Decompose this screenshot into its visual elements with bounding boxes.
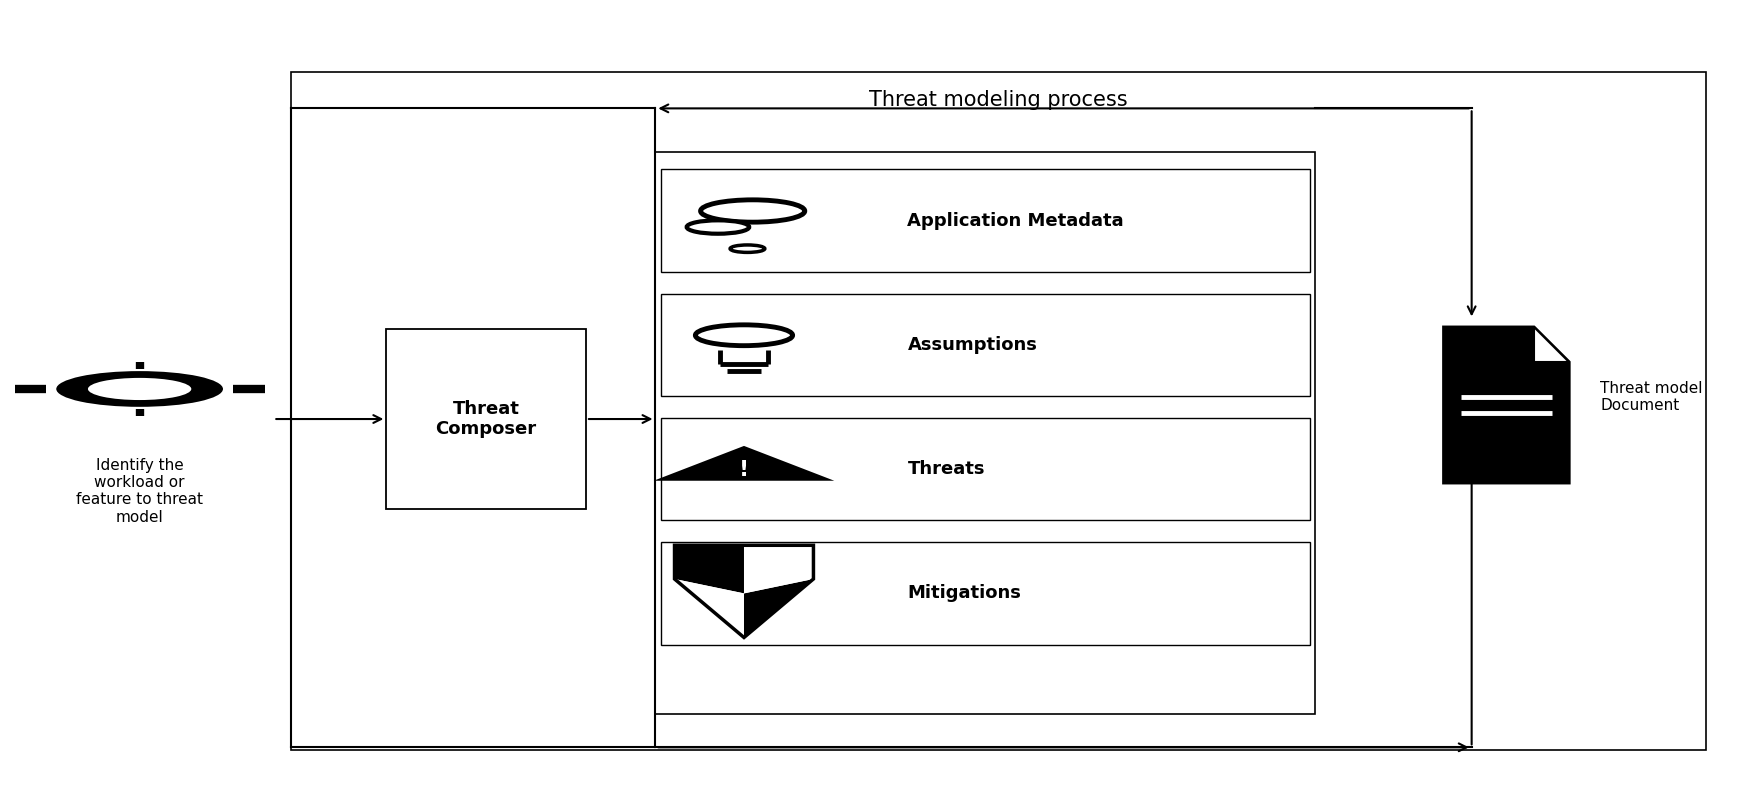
- Polygon shape: [1534, 327, 1569, 362]
- Polygon shape: [1443, 327, 1569, 483]
- Polygon shape: [743, 579, 813, 637]
- FancyBboxPatch shape: [661, 418, 1310, 521]
- Text: Threat modeling process: Threat modeling process: [869, 91, 1127, 110]
- Ellipse shape: [700, 200, 804, 222]
- FancyBboxPatch shape: [656, 152, 1316, 714]
- Polygon shape: [654, 446, 834, 481]
- Text: Identify the
workload or
feature to threat
model: Identify the workload or feature to thre…: [77, 458, 202, 525]
- Text: Mitigations: Mitigations: [907, 584, 1021, 603]
- Ellipse shape: [688, 220, 749, 234]
- Polygon shape: [675, 545, 743, 594]
- Text: Application Metadata: Application Metadata: [907, 211, 1124, 229]
- FancyBboxPatch shape: [386, 329, 586, 509]
- Text: Threats: Threats: [907, 460, 984, 478]
- FancyBboxPatch shape: [661, 542, 1310, 645]
- Text: Threat
Composer: Threat Composer: [436, 399, 537, 438]
- Polygon shape: [675, 579, 743, 637]
- Ellipse shape: [56, 371, 223, 407]
- Text: Threat model
Document: Threat model Document: [1600, 381, 1703, 413]
- Ellipse shape: [729, 245, 764, 253]
- FancyBboxPatch shape: [661, 293, 1310, 396]
- FancyBboxPatch shape: [291, 72, 1707, 750]
- Ellipse shape: [87, 378, 192, 400]
- Text: Assumptions: Assumptions: [907, 336, 1037, 354]
- Polygon shape: [743, 545, 813, 594]
- FancyBboxPatch shape: [661, 169, 1310, 272]
- Ellipse shape: [695, 325, 792, 346]
- Text: !: !: [738, 460, 749, 480]
